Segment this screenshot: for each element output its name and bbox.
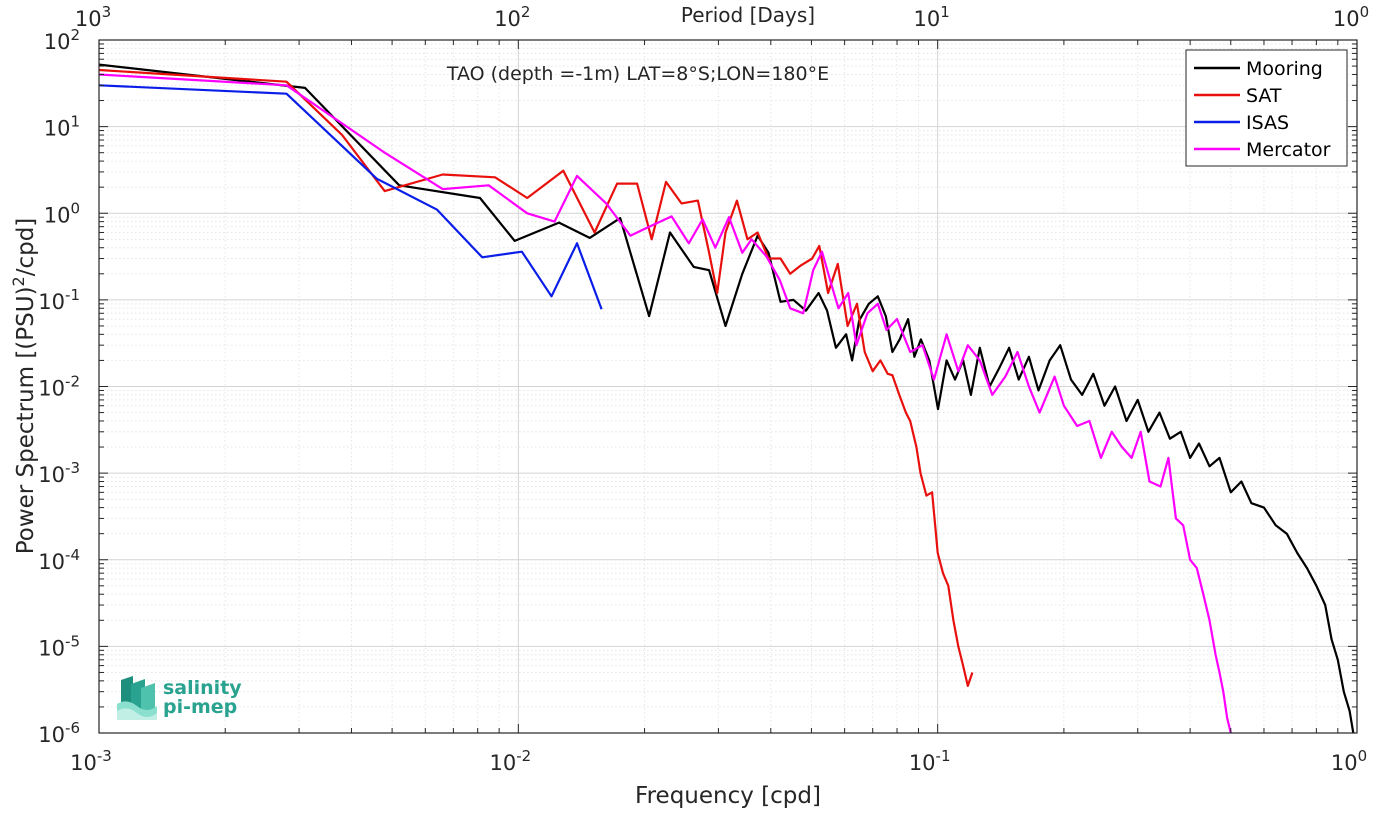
x-tick-label: 10-2 (489, 747, 531, 775)
y-tick-label: 10-4 (38, 546, 80, 574)
logo-text-line2: pi-mep (163, 696, 237, 718)
top-tick-label: 102 (494, 3, 530, 31)
y-tick-label: 102 (44, 26, 80, 54)
tick-layer (98, 39, 1358, 734)
y-tick-label: 10-6 (38, 719, 80, 747)
y-tick-label: 101 (44, 113, 80, 141)
annotation-text: TAO (depth =-1m) LAT=8°S;LON=180°E (446, 63, 829, 85)
y-tick-label: 100 (44, 199, 80, 227)
series-line-mercator (98, 73, 1232, 734)
series-line-isas (98, 84, 603, 310)
y-tick-label: 10-1 (38, 286, 80, 314)
x-axis-label: Frequency [cpd] (635, 783, 821, 809)
top-axis-label: Period [Days] (681, 3, 815, 27)
x-tick-label: 10-1 (909, 747, 951, 775)
top-tick-label: 100 (1333, 3, 1369, 31)
legend: Mooring SAT ISAS Mercator (1185, 49, 1348, 167)
legend-label-mercator: Mercator (1246, 139, 1331, 161)
top-tick-label: 101 (914, 3, 950, 31)
y-tick-label: 10-3 (38, 459, 80, 487)
legend-label-sat: SAT (1246, 85, 1282, 107)
series-line-sat (98, 68, 974, 688)
salinity-pi-mep-logo: salinity pi-mep (117, 676, 242, 720)
x-tick-label: 100 (1331, 747, 1367, 775)
grid-layer (98, 40, 1357, 734)
series-line-mooring (98, 63, 1355, 734)
y-axis-label: Power Spectrum [(PSU)2/cpd] (9, 218, 39, 555)
legend-label-isas: ISAS (1246, 112, 1289, 134)
y-tick-label: 10-2 (38, 373, 80, 401)
series-layer (98, 63, 1355, 734)
top-tick-label: 103 (75, 3, 111, 31)
legend-box (1185, 49, 1348, 167)
logo-text-line1: salinity (163, 677, 242, 699)
x-tick-label: 10-3 (70, 747, 112, 775)
y-tick-label: 10-5 (38, 632, 80, 660)
legend-label-mooring: Mooring (1246, 58, 1323, 80)
logo-wave-icon (117, 676, 157, 720)
